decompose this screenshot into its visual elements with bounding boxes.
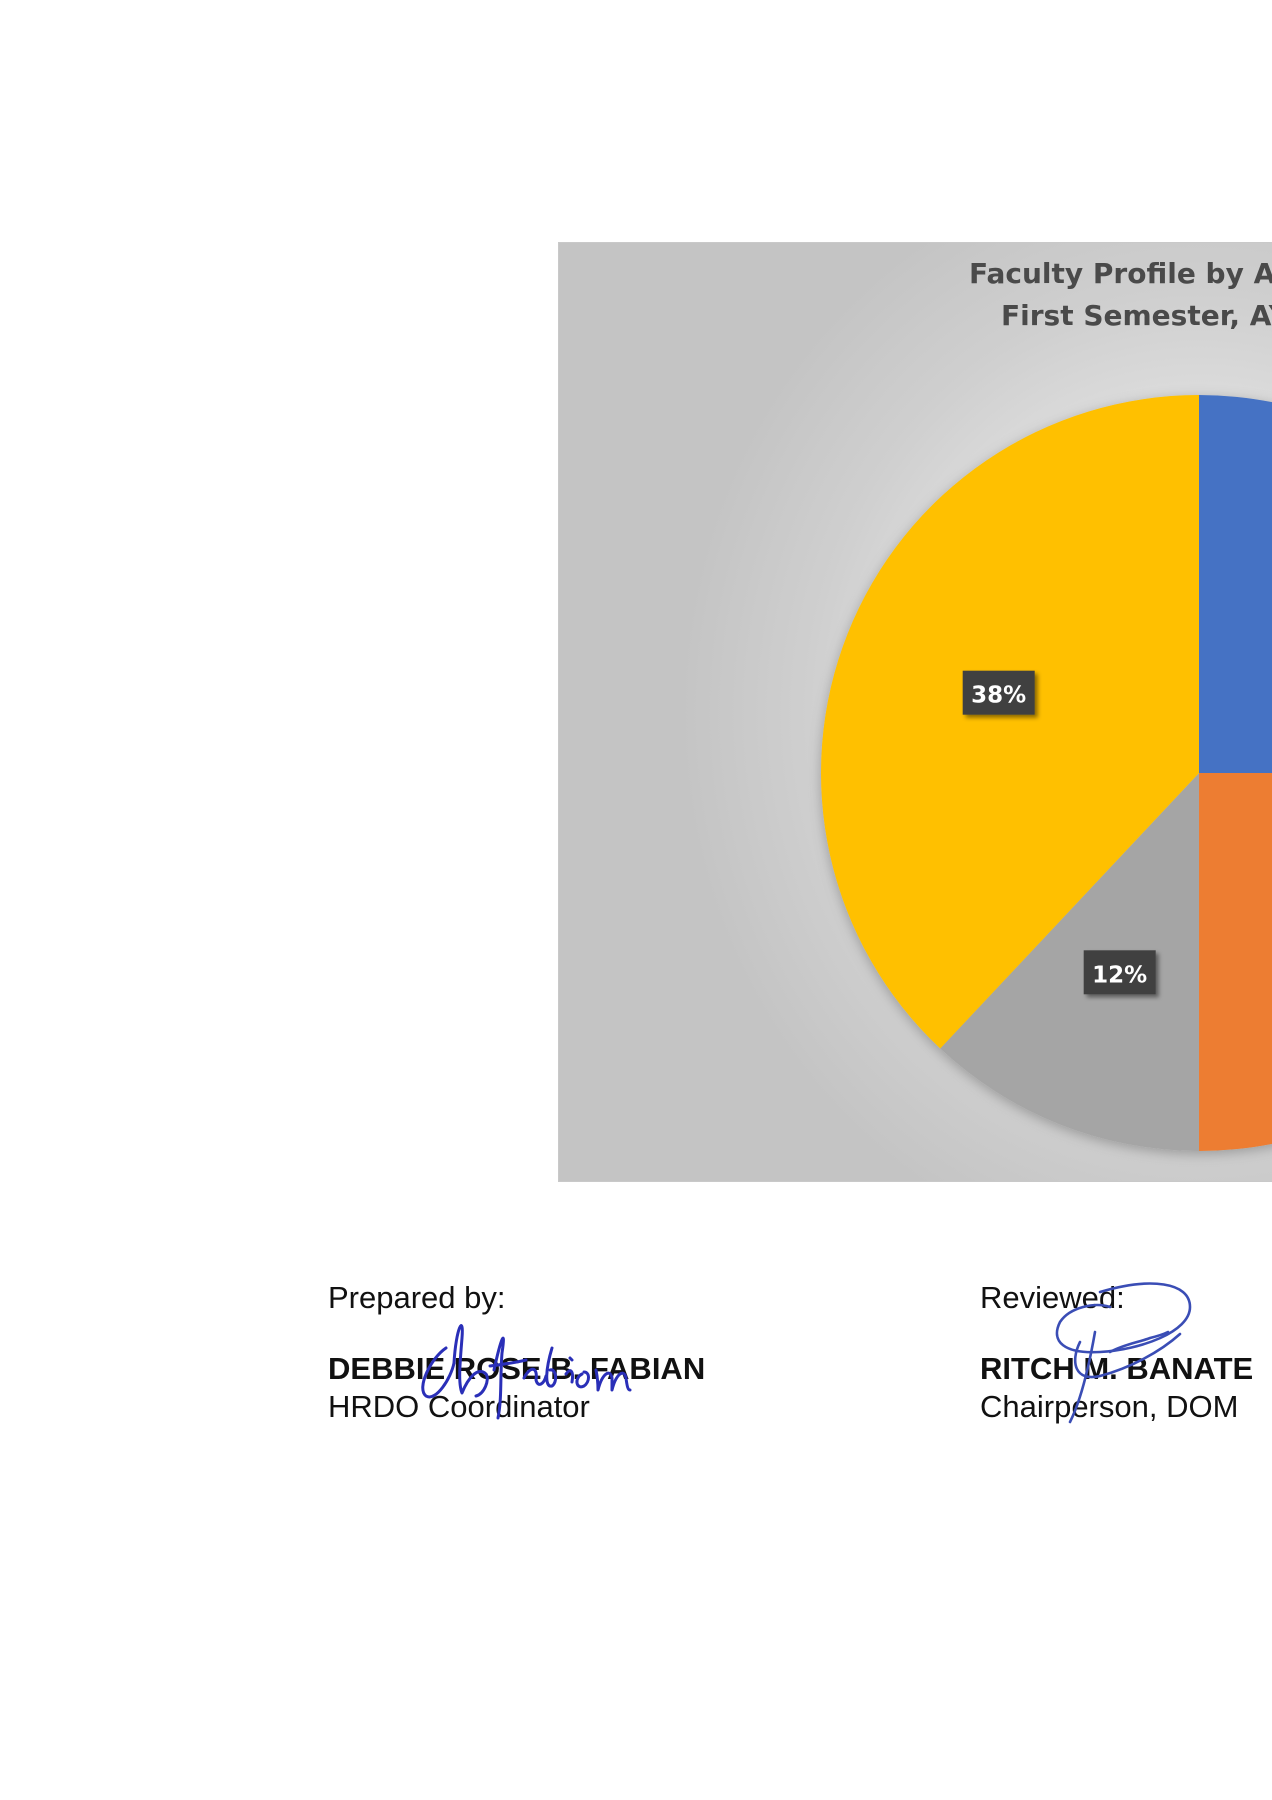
reviewed-by-label: Reviewed: xyxy=(980,1280,1125,1315)
chart-title-line-2: First Semester, AY xyxy=(1001,299,1272,332)
chart-title-line-1: Faculty Profile by Ac xyxy=(969,257,1272,290)
prepared-by-name: DEBBIE ROSE B. FABIAN xyxy=(328,1351,706,1386)
svg-text:12%: 12% xyxy=(1092,962,1147,988)
pie-chart: 12% 38% xyxy=(820,395,1272,1151)
pie-slice-4 xyxy=(820,395,1199,1049)
prepared-by-label: Prepared by: xyxy=(328,1280,506,1315)
reviewed-by-name: RITCH M. BANATE xyxy=(980,1351,1254,1386)
pie-slice-3 xyxy=(940,773,1199,1151)
chart-panel: Faculty Profile by Ac First Semester, AY… xyxy=(558,242,1272,1182)
prepared-by-signature xyxy=(421,1324,632,1420)
prepared-by-block: Prepared by: DEBBIE ROSE B. FABIAN HRDO … xyxy=(328,1280,768,1450)
reviewed-by-block: Reviewed: RITCH M. BANATE Chairperson, D… xyxy=(980,1280,1272,1450)
reviewed-by-title: Chairperson, DOM xyxy=(980,1389,1239,1424)
data-label-4: 38% xyxy=(962,670,1035,715)
reviewed-by-signature xyxy=(1055,1282,1192,1424)
pie-slice-2 xyxy=(1199,773,1272,1151)
pie-slice-1 xyxy=(1199,395,1272,773)
svg-text:38%: 38% xyxy=(971,683,1026,709)
prepared-by-title: HRDO Coordinator xyxy=(328,1389,590,1424)
data-label-3: 12% xyxy=(1083,950,1156,995)
